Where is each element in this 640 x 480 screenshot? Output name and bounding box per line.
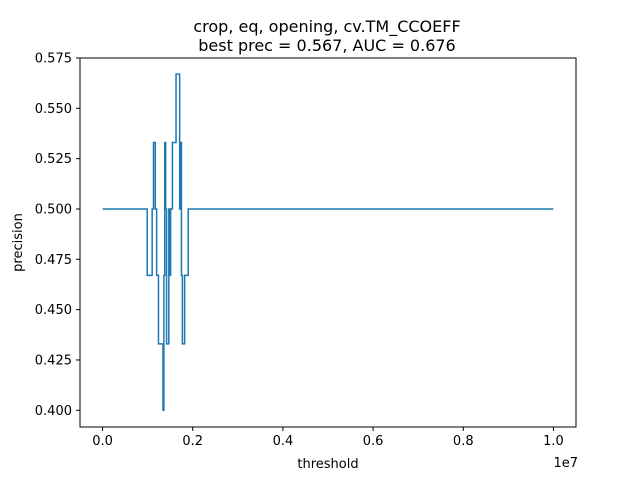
- x-tick-label: 0.0: [92, 434, 113, 449]
- axes-frame: [79, 57, 577, 428]
- y-tick-label: 0.575: [35, 52, 72, 67]
- y-tick-label: 0.475: [35, 253, 72, 268]
- chart-title: crop, eq, opening, cv.TM_CCOEFF: [193, 17, 460, 37]
- y-tick-label: 0.400: [35, 404, 72, 419]
- y-tick-label: 0.500: [35, 202, 72, 217]
- series-line-precision: [102, 73, 554, 412]
- y-tick-label: 0.450: [35, 303, 72, 318]
- y-tick-label: 0.525: [35, 152, 72, 167]
- x-tick-label: 0.4: [273, 434, 294, 449]
- y-tick-label: 0.550: [35, 102, 72, 117]
- y-tick-label: 0.425: [35, 353, 72, 368]
- ticks-layer: 0.0 0.2 0.4 0.6 0.8 1.0 0.400 0.425 0.450 0.475 0.…: [35, 52, 564, 450]
- x-tick-label: 0.8: [453, 434, 474, 449]
- y-axis-title: precision: [11, 213, 26, 272]
- x-axis-title: threshold: [297, 457, 358, 472]
- x-tick-label: 0.6: [363, 434, 384, 449]
- x-tick-label: 0.2: [182, 434, 203, 449]
- series-layer: [102, 73, 554, 412]
- x-axis-offset-label: 1e7: [553, 456, 578, 471]
- chart-subtitle: best prec = 0.567, AUC = 0.676: [198, 36, 455, 55]
- x-tick-label: 1.0: [543, 434, 564, 449]
